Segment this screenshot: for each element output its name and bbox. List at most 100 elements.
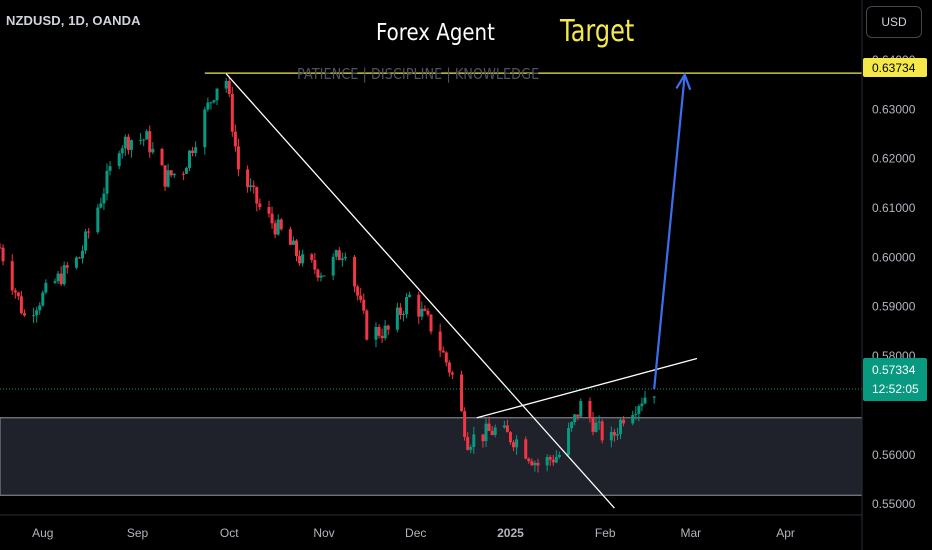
candle-body <box>405 297 409 315</box>
candle-body <box>362 299 366 311</box>
candle-body <box>233 131 237 147</box>
candle-body <box>184 167 188 174</box>
candle-body <box>551 459 555 463</box>
current-price-badge: 0.57334 12:52:05 <box>863 358 927 401</box>
candle-body <box>484 423 488 442</box>
candle-body <box>408 294 412 298</box>
candle-body <box>301 254 305 264</box>
candle-body <box>81 250 85 259</box>
candle-body <box>74 257 78 268</box>
candle-body <box>77 257 81 259</box>
candle-body <box>487 423 491 431</box>
candle-body <box>444 352 448 363</box>
candle-body <box>530 461 534 466</box>
candle-body <box>291 240 295 245</box>
candle-body <box>181 173 185 175</box>
candle-body <box>249 185 253 188</box>
symbol-title[interactable]: NZDUSD, 1D, OANDA <box>6 13 141 28</box>
candle-body <box>573 414 577 423</box>
current-price-label: 0.57334 <box>872 363 916 377</box>
candle-body <box>420 308 424 317</box>
time-tick-label: Oct <box>220 526 239 540</box>
candle-body <box>554 456 558 463</box>
target-price-badge: 0.63734 <box>863 58 927 77</box>
candle-body <box>212 100 216 103</box>
candle-body <box>148 131 152 153</box>
candle-body <box>548 457 552 460</box>
candle-body <box>631 414 635 424</box>
candle-body <box>35 310 39 316</box>
time-axis[interactable]: Aug Sep Oct Nov Dec 2025 Feb Mar Apr <box>32 526 795 540</box>
candle-body <box>502 425 506 428</box>
candle-body <box>203 109 207 148</box>
candle-body <box>374 326 378 340</box>
candle-body <box>490 430 494 435</box>
candle-body <box>288 229 292 245</box>
candle-body <box>246 169 250 188</box>
candle-body <box>622 419 626 424</box>
bar-countdown: 12:52:05 <box>872 382 919 396</box>
candle-body <box>377 326 381 336</box>
candle-body <box>123 136 127 149</box>
price-tick-label: 0.55000 <box>872 497 916 511</box>
candle-body <box>383 325 387 339</box>
candle-body <box>619 419 623 435</box>
candle-body <box>142 139 146 141</box>
price-tick-label: 0.63000 <box>872 102 916 116</box>
candle-body <box>0 247 2 249</box>
candle-body <box>401 314 405 316</box>
candle-body <box>365 310 369 340</box>
candle-body <box>258 203 262 207</box>
candle-body <box>117 153 121 167</box>
currency-button[interactable]: USD <box>866 6 922 38</box>
agent-label: Forex Agent <box>376 20 495 46</box>
candle-body <box>508 432 512 443</box>
candle-body <box>356 286 360 296</box>
price-tick-label: 0.62000 <box>872 152 916 166</box>
price-tick-label: 0.61000 <box>872 201 916 215</box>
candle-body <box>99 203 103 208</box>
candle-body <box>505 425 509 433</box>
candle-body <box>429 314 433 332</box>
candle-body <box>423 308 427 311</box>
candle-body <box>469 447 473 450</box>
candle-body <box>334 250 338 257</box>
candle-body <box>597 421 601 423</box>
candle-body <box>594 422 598 432</box>
candle-body <box>172 173 176 176</box>
candle-body <box>567 428 571 455</box>
candle-body <box>298 256 302 264</box>
candle-body <box>637 406 641 414</box>
candle-body <box>108 166 112 171</box>
candle-body <box>600 421 604 441</box>
time-tick-label: Mar <box>680 526 701 540</box>
candle-body <box>44 282 48 293</box>
price-tick-label: 0.60000 <box>872 250 916 264</box>
time-tick-label: 2025 <box>497 526 524 540</box>
candle-body <box>191 150 195 154</box>
candle-body <box>579 400 583 417</box>
candle-body <box>322 275 326 277</box>
watermark-text: PATIENCE | DISCIPLINE | KNOWLEDGE <box>297 65 540 83</box>
rising-trendline <box>476 357 698 419</box>
candle-body <box>163 165 167 187</box>
candle-body <box>255 187 259 204</box>
candle-body <box>536 462 540 466</box>
candle-body <box>267 206 271 214</box>
price-axis[interactable]: 0.550000.560000.580000.590000.600000.610… <box>872 53 916 511</box>
candle-body <box>426 310 430 315</box>
candle-body <box>447 362 451 373</box>
candle-body <box>56 273 60 282</box>
price-tick-label: 0.56000 <box>872 448 916 462</box>
candle-body <box>313 260 317 270</box>
candle-body <box>84 231 88 251</box>
candle-body <box>524 439 528 459</box>
candle-body <box>515 439 519 448</box>
candle-body <box>353 256 357 287</box>
candle-body <box>65 265 69 268</box>
candle-body <box>169 170 173 176</box>
candle-body <box>87 231 91 233</box>
candle-body <box>337 250 341 261</box>
candle-body <box>395 307 399 330</box>
